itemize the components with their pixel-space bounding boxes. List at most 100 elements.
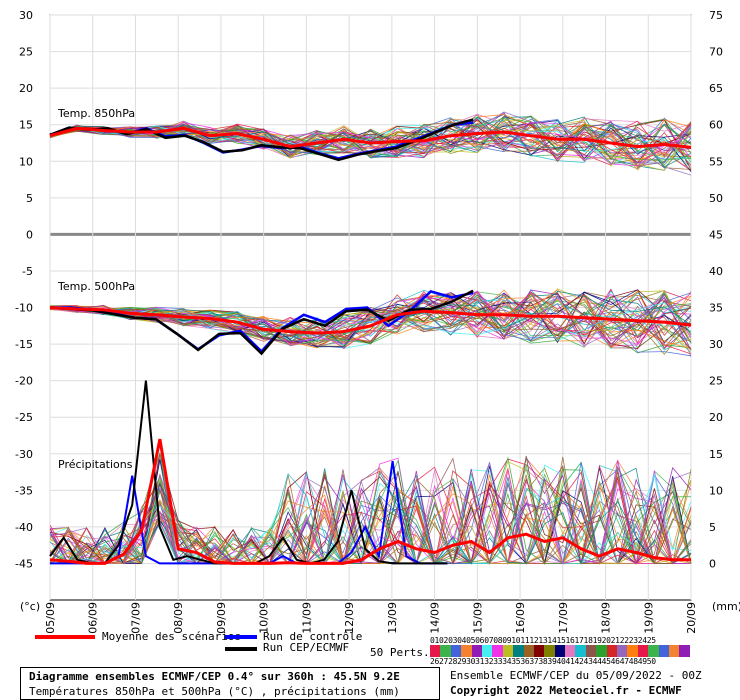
legend-control-label: Run de contrôle xyxy=(263,630,363,643)
left-tick-label: 10 xyxy=(19,155,33,168)
perts-swatches xyxy=(430,645,690,657)
pert-color-swatch xyxy=(450,645,462,657)
mean-500-line xyxy=(49,306,692,335)
x-tick-label: 10/09 xyxy=(258,602,271,634)
left-tick-label: -35 xyxy=(15,484,33,497)
pert-500-line xyxy=(49,299,692,351)
pert-color-swatch xyxy=(606,645,618,657)
left-tick-label: -30 xyxy=(15,448,33,461)
left-tick-label: -5 xyxy=(22,265,33,278)
main-series xyxy=(49,118,692,565)
mean-precip-line xyxy=(49,438,691,565)
pert-500-line xyxy=(49,290,692,347)
pert-850-line xyxy=(49,116,692,168)
pert-precip-line xyxy=(50,473,692,565)
pert-color-swatch xyxy=(648,645,659,657)
right-tick-label: 35 xyxy=(709,302,723,315)
right-tick-label: 40 xyxy=(709,265,723,278)
right-tick-label: 25 xyxy=(709,375,723,388)
pert-precip-line xyxy=(49,459,691,565)
x-tick-label: 11/09 xyxy=(300,602,313,634)
left-tick-label: -10 xyxy=(15,302,33,315)
perts-grid: 0102030405060708091011121314151617181920… xyxy=(430,636,690,666)
left-tick-label: -25 xyxy=(15,411,33,424)
perts-numbers-row1: 0102030405060708091011121314151617181920… xyxy=(430,636,656,645)
x-tick-label: 20/09 xyxy=(685,602,698,634)
right-tick-label: 65 xyxy=(709,82,723,95)
x-tick-label: 16/09 xyxy=(514,602,527,634)
pert-color-swatch xyxy=(481,645,493,657)
legend-control-swatch xyxy=(225,635,257,639)
pert-color-swatch xyxy=(544,645,555,657)
x-tick-label: 17/09 xyxy=(557,602,570,634)
left-tick-label: 15 xyxy=(19,119,33,132)
right-tick-label: 60 xyxy=(709,119,723,132)
x-tick-label: 13/09 xyxy=(386,602,399,634)
pert-precip-line xyxy=(50,459,692,565)
pert-color-swatch xyxy=(565,645,576,657)
right-tick-label: 10 xyxy=(709,484,723,497)
pert-color-swatch xyxy=(513,645,524,657)
panel-label-850: Temp. 850hPa xyxy=(57,107,135,120)
left-tick-label: 25 xyxy=(19,46,33,59)
run-info: Ensemble ECMWF/CEP du 05/09/2022 - 00Z xyxy=(450,669,702,682)
pert-color-swatch xyxy=(492,645,503,657)
pert-500-line xyxy=(49,290,692,355)
right-tick-label: 70 xyxy=(709,46,723,59)
pert-500-line xyxy=(49,306,692,342)
right-tick-label: 45 xyxy=(709,228,723,241)
right-tick-label: 20 xyxy=(709,411,723,424)
legend-mean-label: Moyenne des scénarios xyxy=(102,630,242,643)
pert-color-swatch xyxy=(502,645,514,657)
x-tick-label: 15/09 xyxy=(471,602,484,634)
pert-color-swatch xyxy=(679,645,690,657)
pert-500-line xyxy=(49,302,692,341)
pert-color-swatch xyxy=(440,645,451,657)
pert-color-swatch xyxy=(554,645,566,657)
pert-500-line xyxy=(49,295,692,357)
right-tick-label: 50 xyxy=(709,192,723,205)
x-tick-label: 05/09 xyxy=(44,602,57,634)
pert-color-swatch xyxy=(637,645,649,657)
pert-color-swatch xyxy=(533,645,545,657)
x-tick-label: 07/09 xyxy=(129,602,142,634)
left-tick-label: -15 xyxy=(15,338,33,351)
x-tick-label: 14/09 xyxy=(429,602,442,634)
left-tick-label: 0 xyxy=(26,228,33,241)
x-tick-label: 09/09 xyxy=(215,602,228,634)
perts-numbers-row2: 2627282930313233343536373839404142434445… xyxy=(430,657,656,666)
left-tick-label: -20 xyxy=(15,375,33,388)
pert-850-line xyxy=(49,120,692,166)
right-tick-label: 30 xyxy=(709,338,723,351)
right-tick-label: 15 xyxy=(709,448,723,461)
footer-box: Diagramme ensembles ECMWF/CEP 0.4° sur 3… xyxy=(20,667,440,700)
pert-color-swatch xyxy=(471,645,482,657)
x-tick-label: 06/09 xyxy=(87,602,100,634)
left-tick-label: 5 xyxy=(26,192,33,205)
x-tick-label: 08/09 xyxy=(172,602,185,634)
pert-color-swatch xyxy=(585,645,597,657)
pert-color-swatch xyxy=(523,645,534,657)
legend-oper-swatch xyxy=(225,647,257,651)
pert-precip-line xyxy=(49,466,692,565)
left-tick-label: 20 xyxy=(19,82,33,95)
pert-color-swatch xyxy=(596,645,607,657)
pert-precip-line xyxy=(49,493,692,565)
pert-500-line xyxy=(49,290,692,347)
pert-color-swatch xyxy=(461,645,472,657)
right-tick-label: 55 xyxy=(709,155,723,168)
left-tick-label: -45 xyxy=(15,557,33,570)
left-tick-label: -40 xyxy=(15,521,33,534)
legend-mean-swatch xyxy=(35,635,95,639)
x-tick-label: 18/09 xyxy=(600,602,613,634)
copyright: Copyright 2022 Meteociel.fr - ECMWF xyxy=(450,684,682,697)
pert-color-swatch xyxy=(575,645,586,657)
legend-oper-label: Run CEP/ECMWF xyxy=(263,641,350,654)
x-tick-label: 19/09 xyxy=(642,602,655,634)
legend-perts-label: 50 Perts. xyxy=(370,646,430,659)
panel-label-500: Temp. 500hPa xyxy=(57,280,135,293)
pert-color-swatch xyxy=(617,645,628,657)
mean-850-line xyxy=(49,126,692,149)
